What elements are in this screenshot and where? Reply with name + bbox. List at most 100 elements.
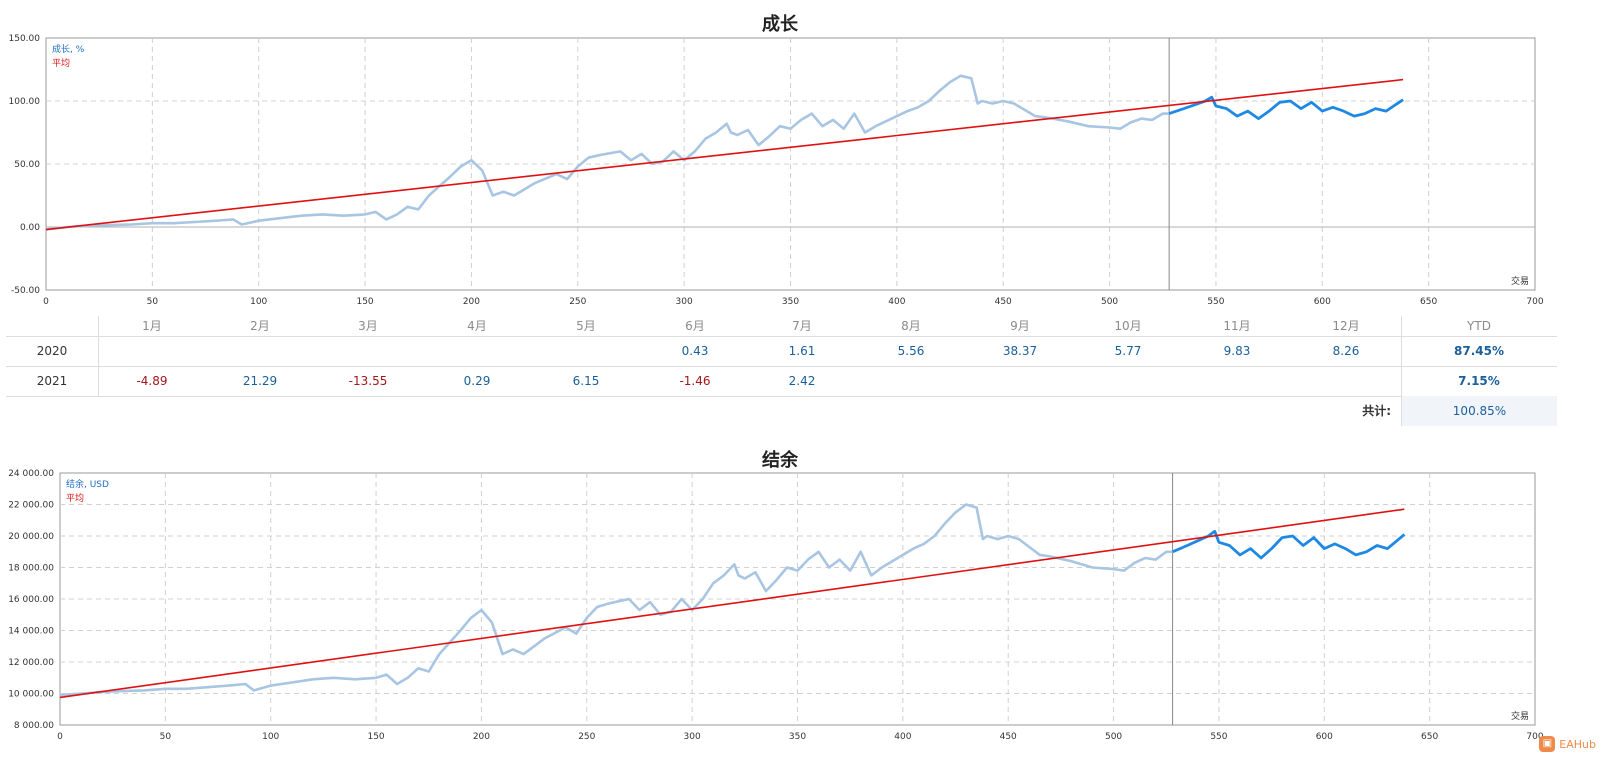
monthly-return-cell: -1.46 [679, 374, 711, 388]
series-line-recent [1172, 529, 1406, 560]
y-tick-label: 24 000.00 [8, 469, 54, 479]
monthly-return-cell: 9.83 [1223, 344, 1251, 358]
table-separator [98, 316, 99, 396]
monthly-return-cell: 8.26 [1332, 344, 1360, 358]
x-tick-label: 600 [1314, 297, 1331, 307]
x-tick-label: 200 [463, 297, 480, 307]
series-line-history [45, 74, 1170, 231]
x-tick-label: 250 [578, 732, 595, 742]
average-line [59, 508, 1405, 699]
x-tick-label: 400 [888, 297, 905, 307]
month-header: 7月 [792, 319, 812, 333]
monthly-return-cell: 1.61 [788, 344, 816, 358]
y-tick-label: 22 000.00 [8, 501, 54, 511]
x-tick-label: 450 [1000, 732, 1017, 742]
watermark: ▣ EAHub [1539, 736, 1596, 752]
y-tick-label: 50.00 [14, 160, 40, 170]
month-header: 12月 [1332, 319, 1360, 333]
x-tick-label: 0 [43, 297, 49, 307]
watermark-text: EAHub [1559, 737, 1596, 751]
table-row: 2020 0.43 1.61 5.56 38.37 5.77 9.83 8.26 87.45% [6, 336, 1557, 367]
series-line-recent [1168, 95, 1404, 120]
x-tick-label: 150 [367, 732, 384, 742]
year-cell: 2020 [36, 344, 68, 358]
x-tick-label: 100 [250, 297, 267, 307]
x-tick-label: 500 [1105, 732, 1122, 742]
x-tick-label: 50 [147, 297, 159, 307]
monthly-return-cell: 0.43 [681, 344, 709, 358]
monthly-return-cell: -13.55 [348, 374, 388, 388]
month-header: 8月 [901, 319, 921, 333]
y-tick-label: -50.00 [11, 286, 40, 296]
balance-chart-title: 结余 [762, 450, 798, 471]
monthly-return-cell: -4.89 [136, 374, 168, 388]
x-tick-label: 50 [160, 732, 172, 742]
monthly-return-cell: 21.29 [242, 374, 278, 388]
month-header: 2月 [250, 319, 270, 333]
month-header: 11月 [1223, 319, 1251, 333]
table-separator [1401, 316, 1402, 426]
monthly-return-cell: 0.29 [463, 374, 491, 388]
growth-chart: 0 50 100 150 200 250 300 350 400 450 500 550 600 650 7… [9, 34, 1544, 307]
x-tick-label: 550 [1207, 297, 1224, 307]
x-tick-label: 150 [356, 297, 373, 307]
y-tick-label: 16 000.00 [8, 595, 54, 605]
series-line-history [59, 503, 1173, 697]
month-header: 6月 [685, 319, 705, 333]
legend-series-label: 结余, USD [66, 478, 109, 490]
x-tick-label: 350 [782, 297, 799, 307]
legend-average-label: 平均 [52, 57, 70, 69]
month-header: 1月 [142, 319, 162, 333]
x-tick-label: 0 [57, 732, 63, 742]
monthly-return-cell: 38.37 [1002, 344, 1038, 358]
growth-chart-title: 成长 [762, 14, 798, 35]
month-header: 10月 [1114, 319, 1142, 333]
monthly-return-cell: 5.56 [897, 344, 925, 358]
x-tick-label: 300 [676, 297, 693, 307]
x-tick-label: 350 [789, 732, 806, 742]
average-line [45, 78, 1404, 231]
total-value: 100.85% [1402, 396, 1557, 426]
x-tick-label: 450 [995, 297, 1012, 307]
total-label: 共计: [1362, 404, 1391, 418]
x-tick-label: 100 [262, 732, 279, 742]
y-tick-label: 100.00 [9, 97, 41, 107]
ytd-header: YTD [1467, 319, 1491, 333]
ytd-cell: 7.15% [1458, 374, 1500, 388]
y-tick-label: 12 000.00 [8, 658, 54, 668]
x-tick-label: 550 [1210, 732, 1227, 742]
monthly-return-cell: 6.15 [572, 374, 600, 388]
table-header-row: 1月 2月 3月 4月 5月 6月 7月 8月 9月 10月 11月 12月 YTD [6, 316, 1557, 337]
table-row: 2021 -4.89 21.29 -13.55 0.29 6.15 -1.46 2.42 7.1… [6, 366, 1557, 397]
x-tick-label: 400 [894, 732, 911, 742]
x-tick-label: 250 [569, 297, 586, 307]
x-tick-label: 700 [1526, 297, 1543, 307]
x-tick-label: 200 [473, 732, 490, 742]
y-tick-label: 18 000.00 [8, 564, 54, 574]
month-header: 3月 [358, 319, 378, 333]
x-axis-label: 交易 [1511, 710, 1529, 722]
ytd-cell: 87.45% [1454, 344, 1504, 358]
month-header: 4月 [467, 319, 487, 333]
monthly-return-cell: 5.77 [1114, 344, 1142, 358]
x-tick-label: 650 [1420, 297, 1437, 307]
x-tick-label: 500 [1101, 297, 1118, 307]
monthly-return-cell: 2.42 [788, 374, 816, 388]
y-tick-label: 0.00 [20, 223, 40, 233]
year-cell: 2021 [36, 374, 68, 388]
legend-series-label: 成长, % [52, 43, 85, 55]
x-tick-label: 700 [1526, 732, 1543, 742]
eahub-logo-icon: ▣ [1539, 736, 1556, 752]
month-header: 5月 [576, 319, 596, 333]
y-tick-label: 14 000.00 [8, 627, 54, 637]
x-tick-label: 600 [1316, 732, 1333, 742]
y-tick-label: 150.00 [9, 34, 41, 44]
y-tick-label: 20 000.00 [8, 532, 54, 542]
legend-average-label: 平均 [66, 492, 84, 504]
x-tick-label: 650 [1421, 732, 1438, 742]
x-axis-label: 交易 [1511, 275, 1529, 287]
x-tick-label: 300 [684, 732, 701, 742]
month-header: 9月 [1010, 319, 1030, 333]
y-tick-label: 10 000.00 [8, 690, 54, 700]
